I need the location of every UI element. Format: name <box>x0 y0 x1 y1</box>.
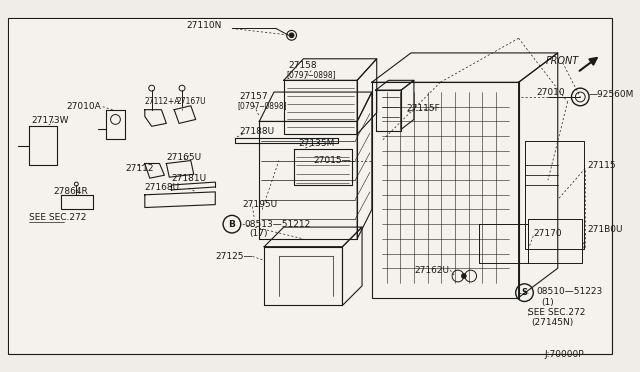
Text: 27112: 27112 <box>125 164 154 173</box>
Text: [0797‒0898]: [0797‒0898] <box>238 101 287 110</box>
Text: SEE SEC.272: SEE SEC.272 <box>529 308 586 317</box>
Text: 27864R: 27864R <box>54 187 88 196</box>
Text: 08513—51212: 08513—51212 <box>244 219 311 229</box>
Text: B: B <box>228 219 236 229</box>
Text: (17): (17) <box>250 230 268 238</box>
Text: (27145N): (27145N) <box>531 318 573 327</box>
Text: J:70000P: J:70000P <box>544 350 584 359</box>
Text: FRONT: FRONT <box>546 56 579 66</box>
Text: 27157: 27157 <box>240 93 268 102</box>
Text: 27158: 27158 <box>289 61 317 70</box>
Text: 27115F: 27115F <box>406 104 440 113</box>
Text: 27112+A: 27112+A <box>145 97 180 106</box>
Text: 27167U: 27167U <box>176 97 205 106</box>
Text: [0797‒0898]: [0797‒0898] <box>287 70 337 79</box>
Text: —92560M: —92560M <box>588 90 634 99</box>
Text: SEE SEC.272: SEE SEC.272 <box>29 213 87 222</box>
Text: 27015—: 27015— <box>313 156 351 165</box>
Text: 27188U: 27188U <box>240 127 275 136</box>
Circle shape <box>289 33 294 38</box>
Text: 27170: 27170 <box>533 230 562 238</box>
Text: 27162U: 27162U <box>414 266 449 275</box>
Text: 27010: 27010 <box>536 87 565 97</box>
Text: S: S <box>522 288 527 297</box>
Text: 27168U: 27168U <box>145 183 180 192</box>
Text: 27010A: 27010A <box>67 102 101 111</box>
Circle shape <box>461 273 467 279</box>
Text: 27125—: 27125— <box>215 252 253 261</box>
Text: 27115: 27115 <box>587 161 616 170</box>
Text: 27181U: 27181U <box>172 174 206 183</box>
Text: 27195U: 27195U <box>243 200 278 209</box>
Text: 08510—51223: 08510—51223 <box>536 287 602 296</box>
Text: 27110N: 27110N <box>186 21 221 30</box>
Text: 27135M: 27135M <box>298 140 335 148</box>
Text: (1): (1) <box>541 298 554 307</box>
Text: 27165U: 27165U <box>166 153 202 162</box>
Text: 271B0U: 271B0U <box>587 225 623 234</box>
Text: 27173W: 27173W <box>31 116 69 125</box>
